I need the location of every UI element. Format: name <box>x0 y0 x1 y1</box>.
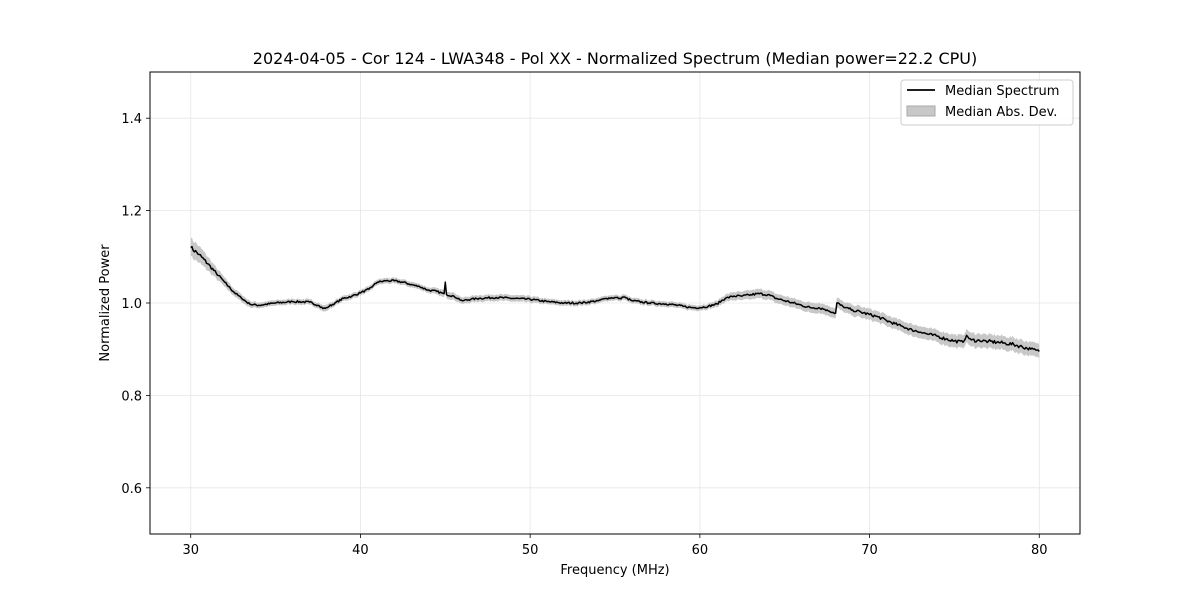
y-tick-label: 0.8 <box>121 389 142 404</box>
y-tick-label: 1.0 <box>121 297 142 312</box>
x-axis-label: Frequency (MHz) <box>560 563 669 578</box>
legend-box <box>900 79 1074 126</box>
x-tick-label: 80 <box>1031 543 1048 558</box>
x-tick-label: 30 <box>182 543 199 558</box>
chart-title: 2024-04-05 - Cor 124 - LWA348 - Pol XX -… <box>253 49 977 68</box>
y-axis-label: Normalized Power <box>98 244 113 362</box>
x-tick-label: 40 <box>352 543 369 558</box>
y-tick-label: 1.2 <box>121 205 142 220</box>
median-line-layer <box>190 245 1040 352</box>
x-tick-label: 70 <box>861 543 878 558</box>
y-tick-label: 0.6 <box>121 482 142 497</box>
axis-ticks: 30 40 50 60 70 80 0.6 0.8 1.0 1.2 1.4 <box>121 112 1047 558</box>
median-spectrum-line <box>190 245 1040 352</box>
x-tick-label: 50 <box>522 543 539 558</box>
legend: Median Spectrum Median Abs. Dev. <box>900 79 1074 126</box>
x-tick-label: 60 <box>692 543 709 558</box>
y-tick-label: 1.4 <box>121 112 142 127</box>
legend-band-swatch <box>906 105 936 117</box>
legend-label-mad: Median Abs. Dev. <box>945 105 1057 120</box>
legend-label-median-spectrum: Median Spectrum <box>945 84 1059 99</box>
